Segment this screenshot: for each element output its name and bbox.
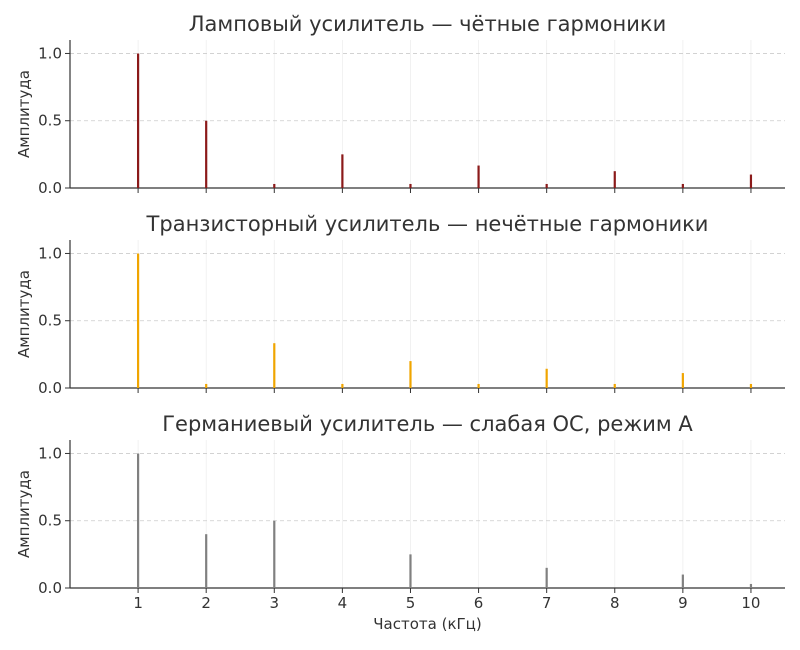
y-tick-label: 1.0 [38,44,62,62]
y-tick-label: 0.5 [38,512,62,530]
y-tick-label: 0.5 [38,312,62,330]
x-tick-label: 4 [338,594,348,612]
x-tick-label: 5 [406,594,416,612]
x-tick-label: 8 [610,594,620,612]
y-tick-label: 0.0 [38,379,62,397]
x-tick-label: 7 [542,594,552,612]
y-axis-label: Амплитуда [15,470,33,558]
y-tick-label: 1.0 [38,444,62,462]
x-tick-label: 1 [133,594,143,612]
chart-title: Ламповый усилитель — чётные гармоники [189,12,666,36]
chart-title: Транзисторный усилитель — нечётные гармо… [146,212,709,236]
y-tick-label: 1.0 [38,244,62,262]
y-axis-label: Амплитуда [15,70,33,158]
x-tick-label: 9 [678,594,688,612]
y-axis-label: Амплитуда [15,270,33,358]
x-tick-label: 3 [270,594,280,612]
y-tick-label: 0.5 [38,112,62,130]
x-tick-label: 6 [474,594,484,612]
y-tick-label: 0.0 [38,179,62,197]
x-tick-label: 10 [741,594,760,612]
x-tick-label: 2 [201,594,211,612]
y-tick-label: 0.0 [38,579,62,597]
chart-title: Германиевый усилитель — слабая ОС, режим… [162,412,693,436]
x-axis-label: Частота (кГц) [373,615,481,633]
